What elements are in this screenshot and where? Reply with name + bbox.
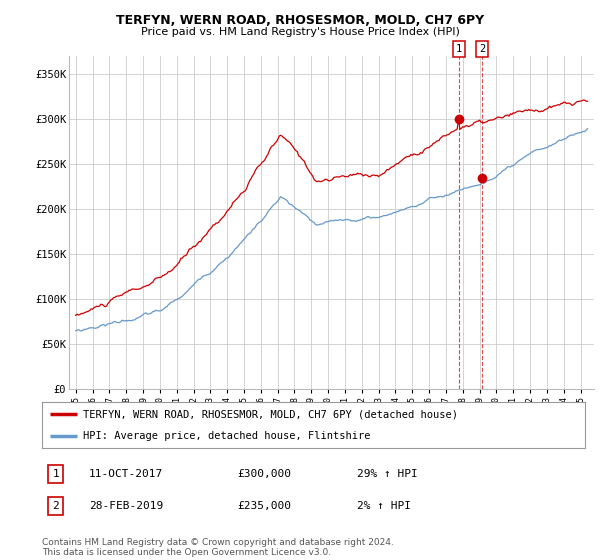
Text: Price paid vs. HM Land Registry's House Price Index (HPI): Price paid vs. HM Land Registry's House …	[140, 27, 460, 37]
Text: £235,000: £235,000	[237, 501, 291, 511]
Text: 2% ↑ HPI: 2% ↑ HPI	[357, 501, 411, 511]
Text: 2: 2	[52, 501, 59, 511]
Text: HPI: Average price, detached house, Flintshire: HPI: Average price, detached house, Flin…	[83, 431, 370, 441]
Text: 11-OCT-2017: 11-OCT-2017	[89, 469, 163, 479]
Text: 29% ↑ HPI: 29% ↑ HPI	[357, 469, 418, 479]
Text: 1: 1	[52, 469, 59, 479]
Text: £300,000: £300,000	[237, 469, 291, 479]
Text: 1: 1	[456, 44, 462, 54]
Text: TERFYN, WERN ROAD, RHOSESMOR, MOLD, CH7 6PY (detached house): TERFYN, WERN ROAD, RHOSESMOR, MOLD, CH7 …	[83, 409, 458, 419]
Text: Contains HM Land Registry data © Crown copyright and database right 2024.
This d: Contains HM Land Registry data © Crown c…	[42, 538, 394, 557]
Text: 28-FEB-2019: 28-FEB-2019	[89, 501, 163, 511]
Text: 2: 2	[479, 44, 485, 54]
Text: TERFYN, WERN ROAD, RHOSESMOR, MOLD, CH7 6PY: TERFYN, WERN ROAD, RHOSESMOR, MOLD, CH7 …	[116, 14, 484, 27]
